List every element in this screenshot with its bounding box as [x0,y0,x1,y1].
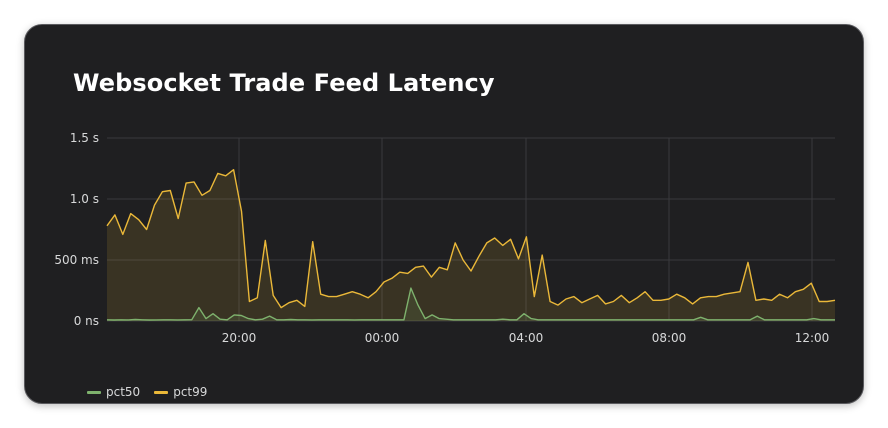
legend: pct50 pct99 [87,385,207,399]
legend-item-pct99[interactable]: pct99 [154,385,207,399]
legend-swatch-pct99 [154,390,169,394]
legend-label-pct99: pct99 [173,385,208,399]
x-tick-label: 04:00 [509,331,544,345]
y-tick-label: 500 ms [54,253,99,267]
legend-label-pct50: pct50 [106,385,141,399]
series-lines [106,169,836,321]
latency-chart: 0 ns 500 ms 1.0 s 1.5 s 20:00 00:00 04:00 08:0… [54,131,836,345]
chart-panel: Websocket Trade Feed Latency 0 ns 500 ms 1… [24,24,864,404]
x-tick-label: 20:00 [222,331,257,345]
legend-swatch-pct50 [87,390,101,394]
series-areas [107,169,835,321]
x-tick-label: 00:00 [365,331,400,345]
grid-lines [107,137,835,322]
series-line-pct50 [106,287,835,321]
x-axis: 20:00 00:00 04:00 08:00 12:00 [222,331,830,345]
series-area-pct99 [107,169,835,321]
x-tick-label: 12:00 [795,331,830,345]
y-tick-label: 1.5 s [70,131,99,145]
x-tick-label: 08:00 [652,331,687,345]
panel-title: Websocket Trade Feed Latency [73,69,495,97]
y-tick-label: 0 ns [74,314,99,328]
series-line-pct99 [106,169,836,309]
y-tick-label: 1.0 s [70,192,99,206]
legend-item-pct50[interactable]: pct50 [87,385,140,399]
y-axis: 0 ns 500 ms 1.0 s 1.5 s [54,131,99,328]
